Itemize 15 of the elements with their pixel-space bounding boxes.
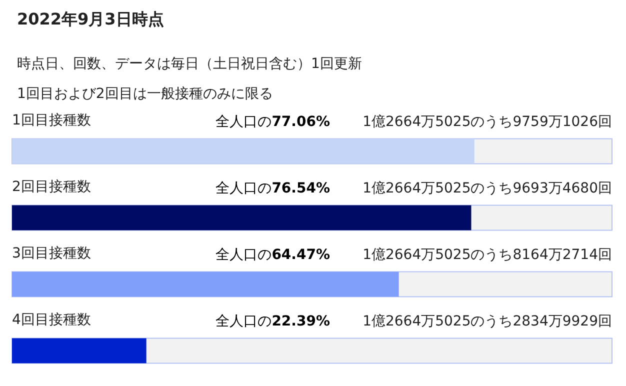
chart-title: 2022年9月3日時点 <box>17 10 164 28</box>
bar <box>12 338 146 364</box>
y-tick-label: 1回目接種数 <box>12 112 91 128</box>
data-label: 全人口の22.39% <box>216 313 330 330</box>
y-tick-label: 3回目接種数 <box>12 245 91 262</box>
chart-subtitle: 時点日、回数、データは毎日（土日祝日含む）1回更新 1回目および2回目は一般接種のみに限る <box>17 56 362 102</box>
y-tick-label: 4回目接種数 <box>12 312 91 328</box>
annotation: 1億2664万5025のうち8164万2714回 <box>362 246 612 263</box>
data-label: 全人口の64.47% <box>216 246 330 263</box>
data-label: 全人口の77.06% <box>216 114 330 130</box>
annotation: 1億2664万5025のうち9759万1026回 <box>362 114 612 130</box>
annotation: 1億2664万5025のうち2834万9929回 <box>362 313 612 330</box>
annotation: 1億2664万5025のうち9693万4680回 <box>362 180 612 196</box>
y-tick-label: 2回目接種数 <box>12 178 91 195</box>
data-label: 全人口の76.54% <box>216 180 330 196</box>
